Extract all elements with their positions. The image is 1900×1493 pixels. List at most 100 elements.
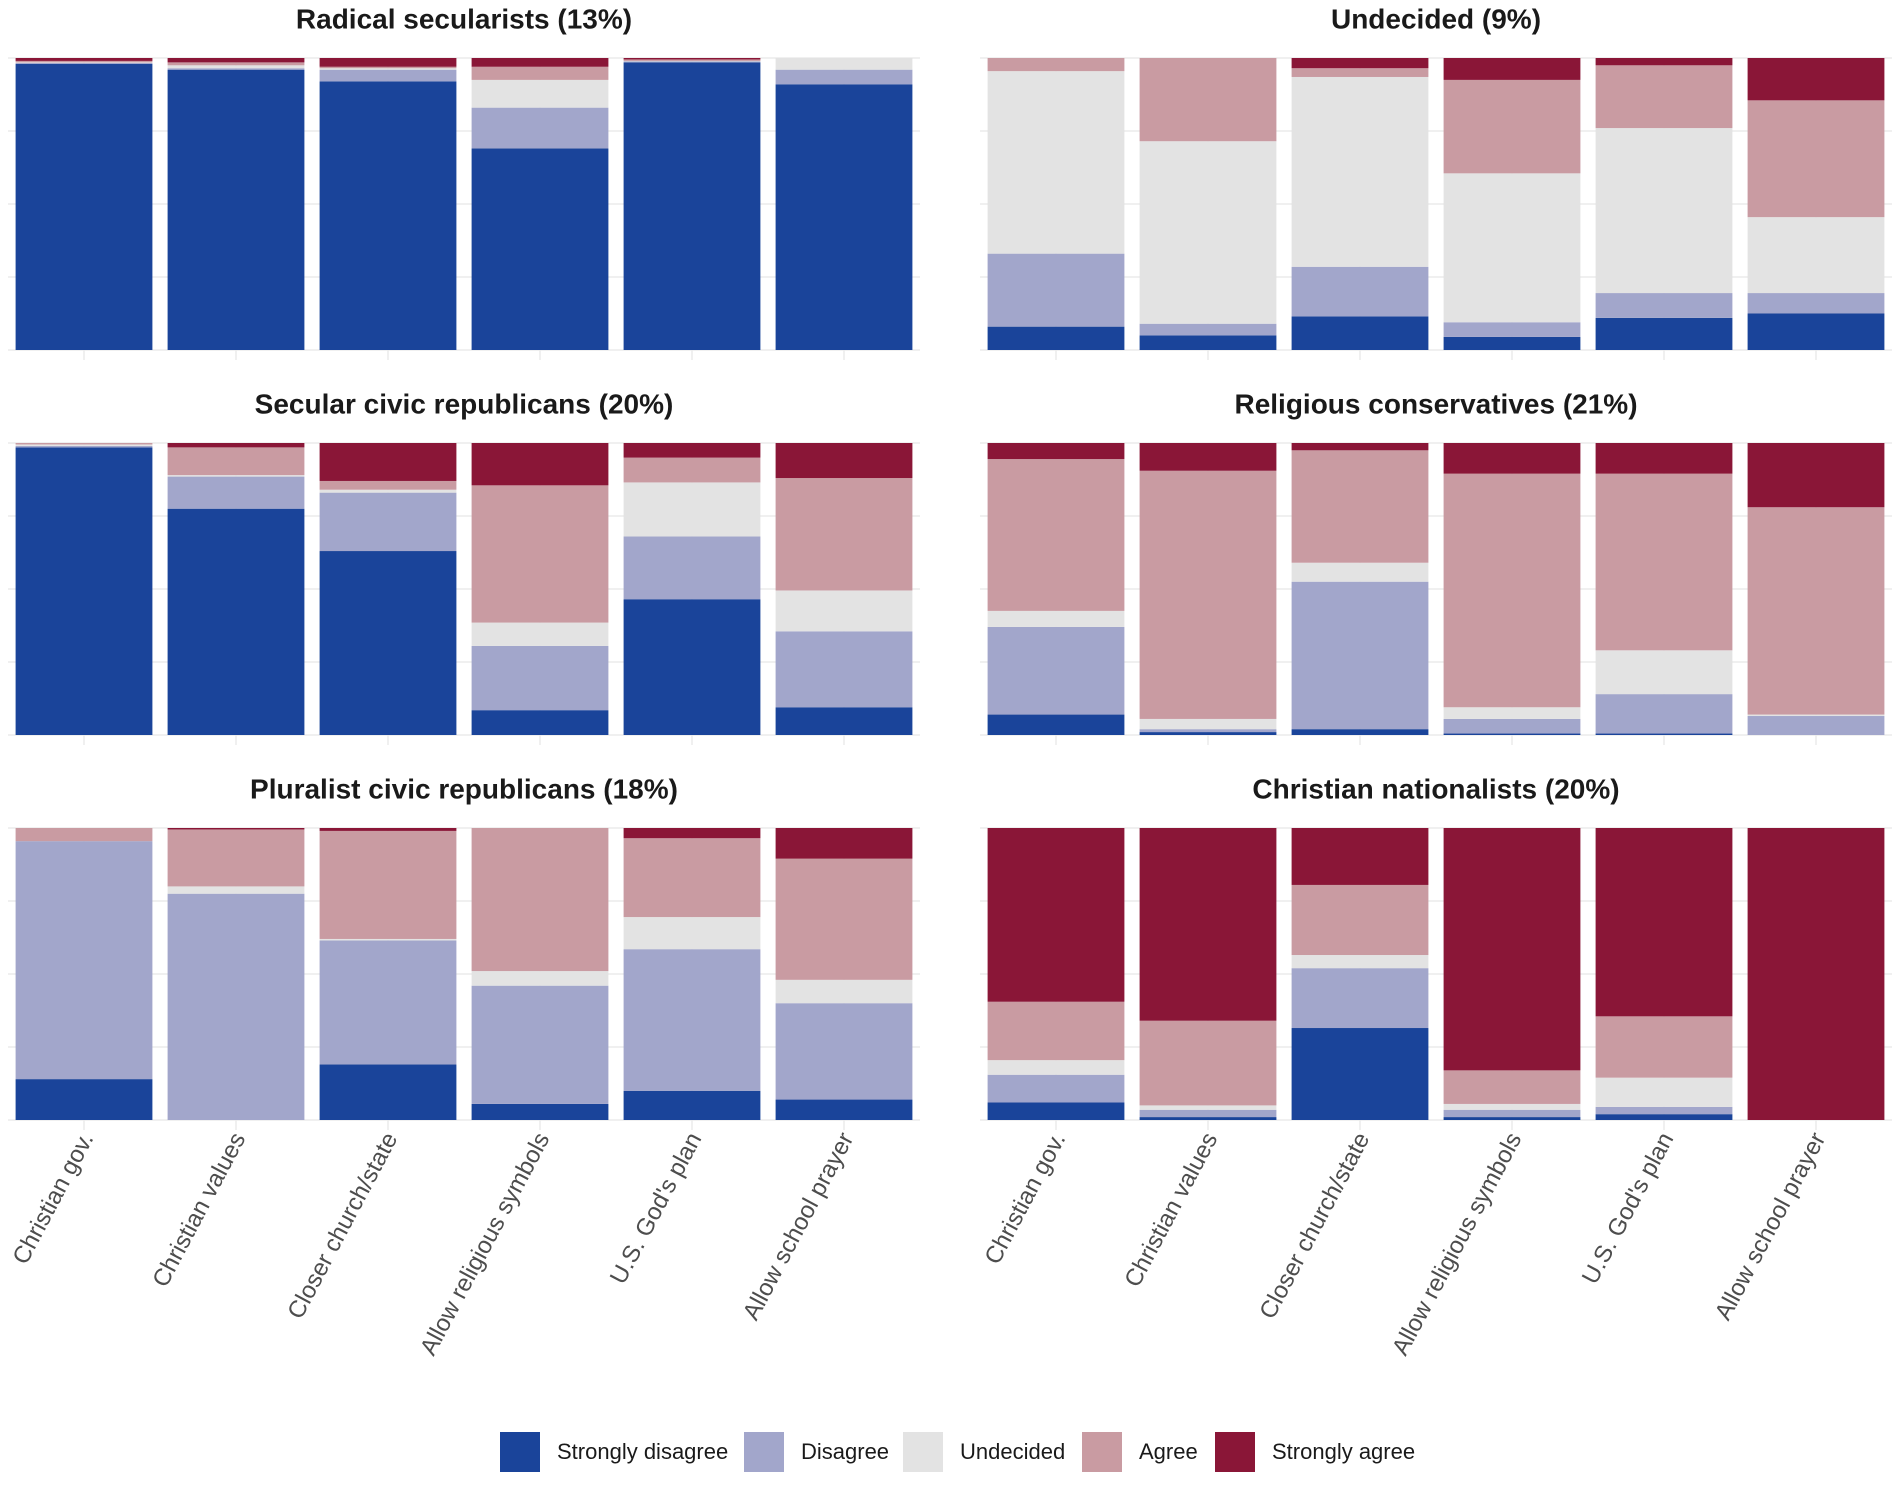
segment-agree [167, 829, 305, 887]
segment-undecided [1291, 955, 1429, 969]
segment-strongly-disagree [1443, 336, 1581, 350]
bar-allow-school-prayer [1747, 58, 1885, 350]
segment-strongly-disagree [775, 707, 913, 735]
legend-swatch [1215, 1432, 1255, 1472]
segment-strongly-disagree [15, 447, 153, 735]
segment-agree [1291, 450, 1429, 563]
segment-disagree [1291, 266, 1429, 317]
segment-strongly-agree [987, 443, 1125, 460]
legend-label: Agree [1139, 1439, 1198, 1464]
segment-disagree [775, 69, 913, 85]
legend-label: Disagree [801, 1439, 889, 1464]
segment-disagree [1139, 323, 1277, 336]
segment-disagree [987, 253, 1125, 327]
segment-strongly-disagree [1291, 1028, 1429, 1120]
segment-undecided [987, 1060, 1125, 1075]
segment-disagree [319, 940, 457, 1065]
segment-undecided [1595, 128, 1733, 294]
segment-agree [15, 828, 153, 842]
segment-disagree [1595, 694, 1733, 734]
legend-label: Strongly agree [1272, 1439, 1415, 1464]
x-axis-labels: Christian gov. Christian values Closer chu… [7, 1128, 1831, 1360]
segment-disagree [167, 476, 305, 509]
segment-undecided [623, 917, 761, 950]
bar-allow-religious-symbols [471, 443, 609, 735]
x-tick-label-christian-values: Christian values [1119, 1128, 1223, 1291]
bar-christian-gov [15, 828, 153, 1120]
segment-disagree [1443, 718, 1581, 734]
segment-undecided [471, 622, 609, 646]
segment-agree [471, 66, 609, 80]
segment-agree [167, 447, 305, 476]
segment-strongly-disagree [1291, 316, 1429, 350]
segment-strongly-agree [775, 828, 913, 859]
bar-u-s-god-s-plan [1595, 443, 1733, 735]
legend: Strongly disagree Disagree Undecided Agree S… [500, 1432, 1415, 1472]
segment-disagree [775, 631, 913, 708]
segment-strongly-agree [1291, 58, 1429, 69]
segment-agree [987, 58, 1125, 72]
bar-christian-values [167, 443, 305, 735]
segment-undecided [775, 590, 913, 632]
segment-disagree [1443, 1109, 1581, 1118]
segment-strongly-agree [1595, 443, 1733, 474]
bar-allow-religious-symbols [471, 58, 609, 350]
bar-allow-religious-symbols [1443, 828, 1581, 1120]
segment-strongly-disagree [1595, 317, 1733, 350]
segment-disagree [471, 107, 609, 149]
segment-agree [1139, 58, 1277, 142]
segment-strongly-agree [319, 443, 457, 481]
segment-undecided [1595, 1077, 1733, 1107]
segment-undecided [167, 886, 305, 894]
segment-strongly-disagree [1595, 733, 1733, 735]
x-tick-label-christian-gov: Christian gov. [7, 1128, 99, 1269]
segment-undecided [775, 979, 913, 1004]
segment-strongly-agree [167, 58, 305, 63]
segment-strongly-agree [319, 58, 457, 67]
segment-strongly-agree [987, 828, 1125, 1002]
bar-christian-gov [15, 443, 153, 735]
segment-agree [623, 838, 761, 918]
segment-strongly-agree [1595, 828, 1733, 1017]
x-tick-label-allow-school-prayer: Allow school prayer [1710, 1128, 1832, 1324]
legend-swatch [500, 1432, 540, 1472]
segment-disagree [775, 1003, 913, 1100]
segment-strongly-disagree [1291, 729, 1429, 735]
segment-strongly-agree [1747, 828, 1885, 1120]
segment-undecided [1595, 650, 1733, 695]
segment-agree [15, 60, 153, 63]
segment-disagree [1595, 1106, 1733, 1115]
segment-strongly-disagree [1443, 733, 1581, 735]
segment-undecided [1443, 707, 1581, 719]
segment-strongly-disagree [1747, 313, 1885, 350]
segment-agree [319, 480, 457, 490]
segment-agree [775, 478, 913, 591]
segment-agree [15, 443, 153, 445]
segment-agree [167, 62, 305, 66]
segment-strongly-disagree [623, 1090, 761, 1120]
bar-allow-religious-symbols [471, 828, 609, 1120]
segment-disagree [623, 61, 761, 63]
legend-item-strongly-agree: Strongly agree [1215, 1432, 1415, 1472]
segment-strongly-disagree [1139, 1117, 1277, 1120]
segment-strongly-agree [1291, 443, 1429, 451]
bar-u-s-god-s-plan [623, 443, 761, 735]
segment-strongly-agree [471, 58, 609, 67]
panel-pluralist-civic-republicans-18: Pluralist civic republicans (18%) [8, 773, 920, 1130]
segment-strongly-disagree [1443, 1117, 1581, 1120]
segment-agree [987, 459, 1125, 611]
panels-layer: Radical secularists (13%) Undecided (9%) S… [8, 3, 1892, 1130]
segment-undecided [1443, 173, 1581, 323]
segment-agree [1443, 79, 1581, 174]
segment-agree [1139, 470, 1277, 719]
segment-strongly-agree [1595, 58, 1733, 66]
segment-agree [1595, 473, 1733, 651]
segment-undecided [471, 971, 609, 986]
segment-undecided [319, 489, 457, 493]
legend-label: Undecided [960, 1439, 1065, 1464]
segment-disagree [1747, 293, 1885, 314]
segment-strongly-agree [623, 443, 761, 458]
segment-agree [623, 457, 761, 483]
segment-disagree [471, 985, 609, 1104]
